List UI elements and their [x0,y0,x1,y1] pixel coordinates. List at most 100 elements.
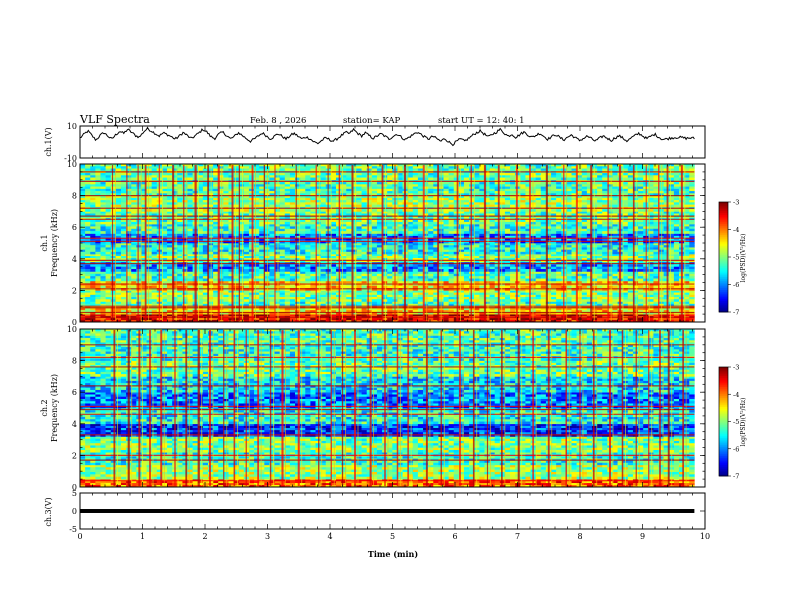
spectrogram-cell [269,256,274,258]
spectrogram-cell [536,279,541,282]
spectrogram-cell [536,250,541,253]
spectrogram-cell [356,293,361,296]
spectrogram-cell [95,250,100,253]
spectrogram-cell [147,247,152,250]
spectrogram-cell [428,224,433,227]
spectrogram-cell [669,243,674,246]
spectrogram-cell [459,264,464,267]
spectrogram-cell [147,224,152,227]
spectrogram-cell [285,267,290,270]
spectrogram-cell [597,301,602,304]
spectrogram-cell [541,243,546,246]
spectrogram-cell [167,243,172,246]
spectrogram-cell [500,299,505,302]
spectrogram-cell [669,274,674,277]
spectrogram-cell [234,286,239,289]
spectrogram-cell [541,308,546,310]
spectrogram-cell [408,279,413,282]
spectrogram-cell [85,281,90,284]
spectrogram-cell [653,299,658,302]
spectrogram-cell [669,299,674,302]
spectrogram-cell [628,267,633,270]
spectrogram-cell [387,318,392,320]
spectrogram-cell [90,276,95,279]
spectrogram-cell [592,271,597,274]
spectrogram-cell [310,276,315,279]
spectrogram-cell [80,299,85,302]
spectrogram-cell [152,281,157,284]
spectrogram-cell [116,269,121,272]
spectrogram-cell [490,234,495,237]
spectrogram-cell [474,234,479,237]
spectrogram-cell [669,250,674,253]
spectrogram-cell [505,245,510,248]
spectrogram-cell [387,245,392,248]
spectrogram-cell [269,245,274,248]
spectrogram-cell [669,295,674,298]
spectrogram-cell [556,308,561,310]
spectrogram-cell [474,254,479,256]
spectrogram-cell [290,308,295,310]
spectrogram-cell [582,252,587,255]
spectrogram-cell [597,297,602,300]
spectrogram-cell [520,299,525,302]
spectrogram-cell [653,271,658,274]
spectrogram-cell [300,256,305,258]
spectrogram-cell [510,274,515,277]
spectrogram-cell [234,267,239,270]
spectrogram-cell [346,290,351,293]
spectrogram-cell [131,256,136,258]
spectrogram-cell [582,276,587,279]
spectrogram-cell [121,271,126,274]
spectrogram-cell [95,281,100,284]
spectrogram-cell [566,301,571,304]
spectrogram-cell [147,314,152,316]
spectrogram-cell [623,314,628,316]
spectrogram-cell [510,250,515,253]
spectrogram-cell [341,290,346,293]
spectrogram-cell [536,256,541,258]
spectrogram-cell [413,269,418,272]
spectrogram-cell [90,256,95,258]
spectrogram-cell [582,254,587,256]
spectrogram-cell [177,286,182,289]
spectrogram-cell [500,264,505,267]
spectrogram-cell [597,290,602,293]
spectrogram-cell [474,269,479,272]
spectrogram-cell [638,314,643,316]
spectrogram-cell [597,295,602,298]
spectrogram-cell [653,286,658,289]
spectrogram-cell [541,293,546,296]
spectrogram-cell [85,245,90,248]
spectrogram-cell [500,301,505,304]
spectrogram-cell [444,301,449,304]
spectrogram-cell [95,254,100,256]
spectrogram-cell [356,250,361,253]
spectrogram-cell [372,295,377,298]
spectrogram-cell [628,271,633,274]
spectrogram-cell [95,308,100,310]
spectrogram-cell [356,276,361,279]
spectrogram-cell [551,267,556,270]
spectrogram-cell [116,264,121,267]
spectrogram-cell [505,267,510,270]
spectrogram-cell [280,279,285,282]
spectrogram-cell [147,281,152,284]
spectrogram-cell [290,256,295,258]
spectrogram-cell [121,297,126,300]
spectrogram-cell [500,269,505,272]
spectrogram-cell [541,297,546,300]
spectrogram-cell [290,293,295,296]
spectrogram-cell [290,314,295,316]
spectrogram-cell [310,318,315,320]
spectrogram-cell [500,308,505,310]
spectrogram-cell [300,250,305,253]
spectrogram-cell [356,286,361,289]
spectrogram-cell [387,264,392,267]
spectrogram-cell [597,254,602,256]
spectrogram-cell [244,256,249,258]
spectrogram-cell [80,247,85,250]
spectrogram-cell [653,269,658,272]
spectrogram-cell [254,276,259,279]
spectrogram-cell [280,245,285,248]
